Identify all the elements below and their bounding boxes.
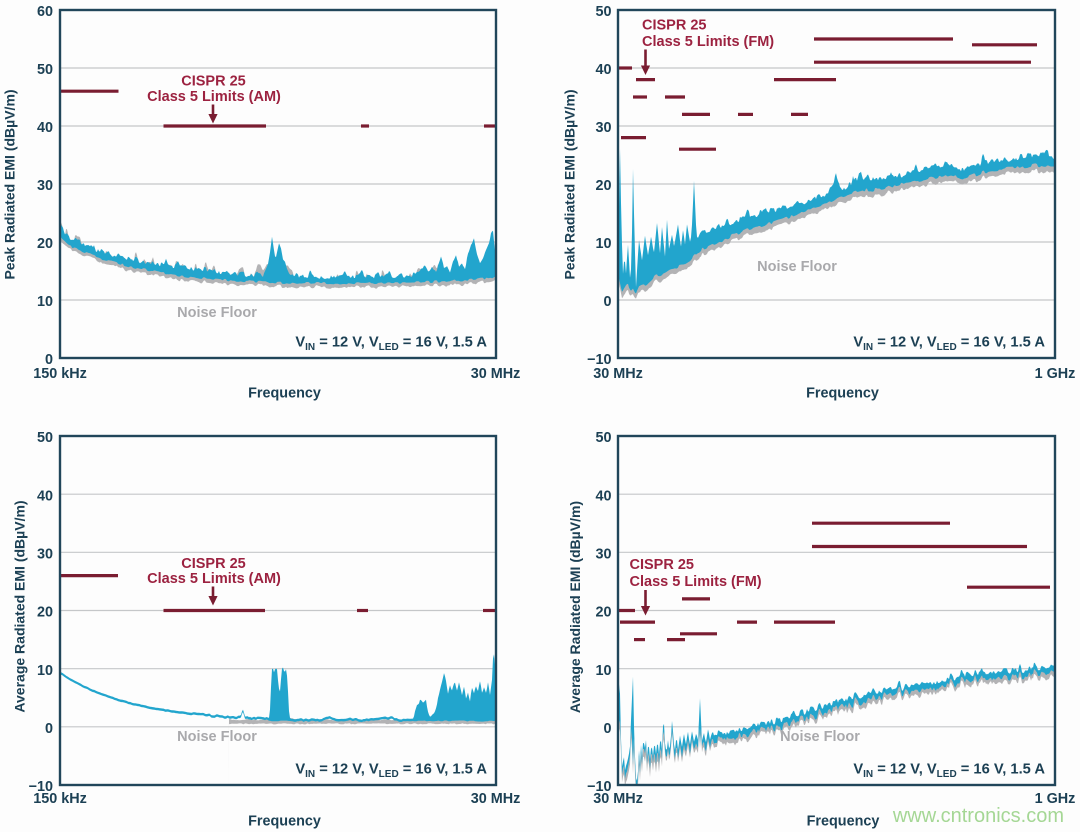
svg-text:10: 10 [595, 663, 611, 679]
svg-text:50: 50 [37, 62, 53, 78]
svg-text:−10: −10 [587, 779, 611, 795]
svg-text:10: 10 [37, 663, 53, 679]
svg-text:Noise Floor: Noise Floor [177, 305, 257, 321]
svg-text:0: 0 [45, 721, 53, 737]
svg-text:20: 20 [595, 178, 611, 194]
svg-text:40: 40 [595, 488, 611, 504]
svg-text:Average Radiated EMI (dBµV/m): Average Radiated EMI (dBµV/m) [567, 501, 583, 713]
svg-text:Noise Floor: Noise Floor [177, 729, 257, 745]
svg-text:20: 20 [595, 605, 611, 621]
svg-text:40: 40 [595, 62, 611, 78]
svg-text:Noise Floor: Noise Floor [780, 729, 860, 745]
svg-text:40: 40 [37, 488, 53, 504]
svg-text:Class 5 Limits (AM): Class 5 Limits (AM) [147, 89, 281, 105]
svg-text:CISPR 25: CISPR 25 [630, 557, 694, 573]
svg-text:www.cntronics.com: www.cntronics.com [892, 805, 1064, 827]
svg-text:30: 30 [595, 547, 611, 563]
svg-text:Peak Radiated EMI (dBµV/m): Peak Radiated EMI (dBµV/m) [562, 89, 578, 279]
svg-text:Class 5 Limits (FM): Class 5 Limits (FM) [642, 34, 774, 50]
svg-text:VIN = 12 V, VLED = 16 V, 1.5 A: VIN = 12 V, VLED = 16 V, 1.5 A [295, 762, 487, 781]
svg-text:Frequency: Frequency [248, 386, 321, 402]
svg-text:50: 50 [595, 4, 611, 20]
svg-text:0: 0 [603, 721, 611, 737]
svg-text:150 kHz: 150 kHz [33, 366, 87, 382]
svg-text:CISPR 25: CISPR 25 [642, 18, 706, 34]
svg-text:50: 50 [595, 430, 611, 446]
svg-text:Noise Floor: Noise Floor [757, 259, 837, 275]
svg-text:0: 0 [603, 294, 611, 310]
svg-text:10: 10 [595, 236, 611, 252]
svg-text:−10: −10 [587, 352, 611, 368]
svg-text:60: 60 [37, 4, 53, 20]
svg-text:150 kHz: 150 kHz [33, 791, 87, 807]
svg-text:Frequency: Frequency [807, 814, 880, 830]
svg-text:20: 20 [37, 236, 53, 252]
svg-text:Frequency: Frequency [248, 814, 321, 830]
svg-text:CISPR 25: CISPR 25 [181, 556, 245, 572]
svg-text:Class 5 Limits (FM): Class 5 Limits (FM) [630, 574, 762, 590]
svg-text:50: 50 [37, 430, 53, 446]
svg-text:VIN = 12 V, VLED = 16 V, 1.5 A: VIN = 12 V, VLED = 16 V, 1.5 A [853, 335, 1045, 354]
svg-text:30: 30 [37, 547, 53, 563]
svg-text:30: 30 [595, 120, 611, 136]
svg-text:30 MHz: 30 MHz [471, 791, 521, 807]
svg-text:20: 20 [37, 605, 53, 621]
svg-text:0: 0 [45, 352, 53, 368]
svg-text:Peak Radiated EMI (dBµV/m): Peak Radiated EMI (dBµV/m) [2, 89, 18, 279]
svg-text:10: 10 [37, 294, 53, 310]
svg-text:30 MHz: 30 MHz [593, 366, 643, 382]
svg-text:30 MHz: 30 MHz [471, 366, 521, 382]
svg-text:40: 40 [37, 120, 53, 136]
svg-text:VIN = 12 V, VLED = 16 V, 1.5 A: VIN = 12 V, VLED = 16 V, 1.5 A [295, 335, 487, 354]
svg-text:Class 5 Limits (AM): Class 5 Limits (AM) [147, 571, 281, 587]
svg-text:Average Radiated EMI (dBµV/m): Average Radiated EMI (dBµV/m) [12, 500, 28, 712]
svg-text:1 GHz: 1 GHz [1035, 791, 1076, 807]
svg-text:−10: −10 [29, 779, 53, 795]
svg-text:CISPR 25: CISPR 25 [181, 74, 245, 90]
svg-text:VIN = 12 V, VLED = 16 V, 1.5 A: VIN = 12 V, VLED = 16 V, 1.5 A [853, 762, 1045, 781]
svg-text:30 MHz: 30 MHz [593, 791, 643, 807]
svg-text:Frequency: Frequency [806, 386, 879, 402]
svg-text:30: 30 [37, 178, 53, 194]
svg-text:1 GHz: 1 GHz [1035, 366, 1076, 382]
